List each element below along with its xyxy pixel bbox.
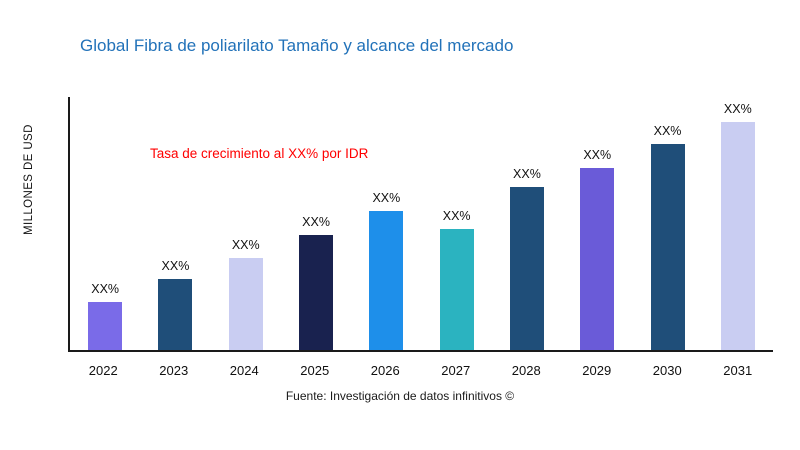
source-attribution: Fuente: Investigación de datos infinitiv…: [285, 389, 515, 403]
bar-2024: [228, 257, 263, 350]
bar-column-2024: XX%: [211, 97, 281, 350]
bar-value-label: XX%: [372, 190, 401, 205]
bar-column-2030: XX%: [632, 97, 702, 350]
bar-2022: [88, 301, 123, 350]
chart-title: Global Fibra de poliarilato Tamaño y alc…: [80, 36, 514, 55]
bar-2031: [720, 122, 755, 350]
bar-2030: [650, 143, 685, 350]
bar-2026: [369, 210, 404, 350]
bar-column-2023: XX%: [140, 97, 210, 350]
bar-value-label: XX%: [161, 259, 190, 274]
bar-value-label: XX%: [653, 123, 682, 138]
bar-column-2026: XX%: [351, 97, 421, 350]
x-tick-2027: 2027: [441, 363, 471, 378]
bar-column-2031: XX%: [703, 97, 773, 350]
x-tick-2022: 2022: [88, 363, 118, 378]
bar-column-2027: XX%: [421, 97, 491, 350]
x-tick-2028: 2028: [511, 363, 541, 378]
bar-value-label: XX%: [723, 102, 752, 117]
x-tick-2029: 2029: [582, 363, 612, 378]
bar-column-2022: XX%: [70, 97, 140, 350]
bar-value-label: XX%: [583, 147, 612, 162]
bar-column-2025: XX%: [281, 97, 351, 350]
x-tick-2026: 2026: [370, 363, 400, 378]
x-axis-labels: 2022 2023 2024 2025 2026 2027 2028 2029 2030 2031: [68, 354, 773, 378]
growth-rate-annotation: Tasa de crecimiento al XX% por IDR: [150, 146, 369, 161]
x-tick-2031: 2031: [723, 363, 753, 378]
bar-value-label: XX%: [91, 281, 120, 296]
x-tick-2023: 2023: [159, 363, 189, 378]
bar-value-label: XX%: [442, 208, 471, 223]
bar-2029: [580, 167, 615, 350]
bar-value-label: XX%: [302, 214, 330, 229]
x-tick-2025: 2025: [300, 363, 330, 378]
plot-area: XX% XX% XX% XX% XX% XX% XX% XX% XX% XX%: [68, 97, 773, 352]
bar-2023: [158, 279, 193, 350]
x-tick-2030: 2030: [652, 363, 682, 378]
bar-value-label: XX%: [231, 237, 260, 252]
y-axis-label: MILLONES DE USD: [23, 124, 35, 236]
bar-value-label: XX%: [513, 166, 541, 181]
bar-2025: [299, 234, 334, 350]
bar-2028: [509, 186, 544, 350]
bar-column-2029: XX%: [562, 97, 632, 350]
bar-2027: [439, 228, 474, 350]
bar-column-2028: XX%: [492, 97, 562, 350]
x-tick-2024: 2024: [229, 363, 259, 378]
bars: XX% XX% XX% XX% XX% XX% XX% XX% XX% XX%: [70, 97, 773, 350]
